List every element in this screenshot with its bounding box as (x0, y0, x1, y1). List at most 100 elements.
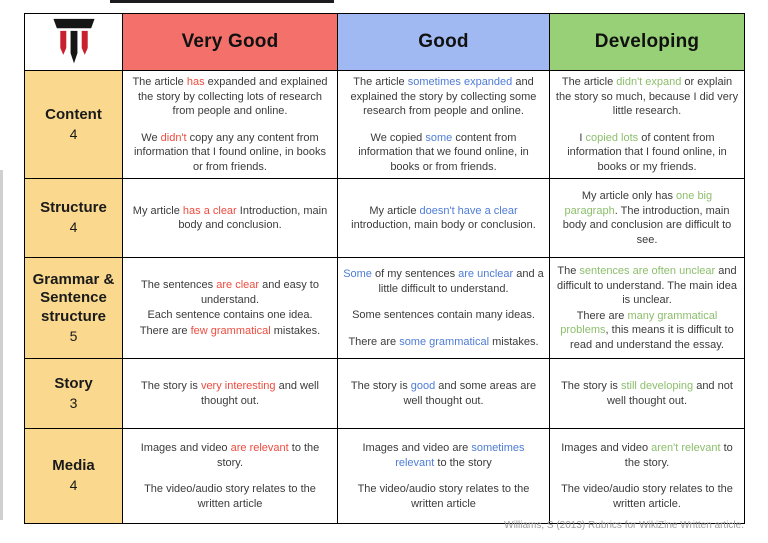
plain-text: mistakes. (270, 324, 321, 337)
highlighted-phrase: one big paragraph (564, 190, 713, 217)
highlighted-phrase: sentences are often unclear (579, 265, 716, 278)
rubric-paragraph: We didn't copy any any content from info… (128, 131, 332, 175)
highlighted-phrase: are unclear (458, 268, 514, 281)
plain-text: mistakes. (489, 335, 539, 348)
rubric-cell-0-2: The article didn't expand or explain the… (549, 69, 745, 180)
plain-text: and difficult to understand. The main id… (557, 265, 737, 307)
plain-text: of my sentences (371, 268, 459, 281)
highlighted-phrase: good (410, 380, 436, 393)
header-row: Very Good Good Developing (24, 13, 745, 71)
plain-text: My article (132, 204, 183, 217)
criterion-score: 3 (69, 394, 78, 411)
rubric-paragraph: The video/audio story relates to the wri… (128, 482, 332, 511)
plain-text: The sentences (141, 279, 217, 292)
plain-text: There are (576, 309, 628, 322)
plain-text: The video/audio story relates to the wri… (561, 483, 733, 510)
plain-text: Introduction, main body and conclusion. (178, 204, 328, 232)
plain-text: We (141, 131, 161, 144)
plain-text: or explain the story so much, because I … (555, 76, 739, 118)
rubric-row-media: Media 4 Images and video are relevant to t… (24, 428, 745, 525)
plain-text: The story is (141, 380, 201, 393)
rubric-row-content: Content 4 The article has expanded and exp… (24, 69, 745, 180)
plain-text: My article (369, 204, 420, 217)
highlighted-phrase: very interesting (200, 380, 276, 393)
plain-text: of content from information that I found… (567, 131, 727, 173)
plain-text: The article (353, 76, 408, 88)
rubric-paragraph: I copied lots of content from informatio… (555, 131, 739, 175)
highlighted-phrase: sometimes relevant (395, 442, 525, 469)
logo-cell (24, 13, 123, 71)
rubric-paragraph: Images and video are relevant to the sto… (128, 441, 332, 470)
rubric-paragraph: My article has a clear Introduction, mai… (128, 204, 332, 233)
plain-text: Images and video (140, 442, 231, 455)
rubric-cell-2-1: Some of my sentences are unclear and a l… (337, 257, 550, 360)
rubric-paragraph: The article has expanded and explained t… (128, 75, 332, 119)
rubric-row-grammar-sentence-structure: Grammar & Sentence structure 5 The sentenc… (24, 257, 745, 360)
rubric-cell-3-1: The story is good and some areas are wel… (337, 358, 550, 430)
highlighted-phrase: Some (343, 268, 372, 281)
plain-text: copy any any content from information th… (133, 131, 326, 173)
criterion-name: Media (52, 457, 95, 475)
rubric-paragraph: We copied some content from information … (343, 131, 544, 175)
rubric-cell-1-0: My article has a clear Introduction, mai… (122, 178, 338, 259)
criterion-score: 4 (69, 477, 78, 494)
rubric-paragraph: Some of my sentences are unclear and a l… (343, 267, 544, 296)
plain-text: and some areas are well thought out. (403, 380, 537, 407)
highlighted-phrase: are relevant (230, 442, 289, 455)
rubric-cell-4-1: Images and video are sometimes relevant … (337, 428, 550, 525)
rubric-paragraph: The story is good and some areas are wel… (343, 379, 544, 408)
row-header-label: Structure 4 (24, 178, 123, 259)
plain-text: expanded and explained the story by coll… (137, 76, 328, 118)
plain-text: The (557, 265, 580, 278)
plain-text: introduction, main body or conclusion. (351, 219, 536, 232)
plain-text: Some sentences contain many ideas. (352, 309, 535, 322)
rubric-cell-2-2: The sentences are often unclear and diff… (549, 257, 745, 360)
column-header-good: Good (337, 13, 550, 71)
plain-text: The article (132, 76, 187, 88)
plain-text: to the story (434, 456, 492, 469)
rubric-paragraph: There are few grammatical mistakes. (128, 324, 332, 339)
rubric-cell-4-2: Images and video aren't relevant to the … (549, 428, 745, 525)
plain-text: and easy to understand. (200, 279, 319, 306)
rubric-paragraph: The video/audio story relates to the wri… (343, 482, 544, 511)
striped-shield-logo-icon (52, 18, 95, 64)
highlighted-phrase: some (425, 131, 453, 144)
criterion-score: 4 (69, 219, 78, 236)
rubric-paragraph: The sentences are clear and easy to unde… (128, 278, 332, 307)
plain-text: and well thought out. (200, 380, 319, 407)
highlighted-phrase: copied lots (585, 131, 639, 144)
left-edge-shadow (0, 170, 3, 520)
plain-text: content from information that we found o… (358, 131, 529, 173)
rubric-paragraph: My article only has one big paragraph. T… (555, 189, 739, 247)
plain-text: and a little difficult to understand. (378, 268, 544, 295)
citation-text: Williams, S (2013) Rubrics for WikiZine … (504, 520, 744, 531)
rubric-paragraph: The story is still developing and not we… (555, 379, 739, 408)
column-header-very-good: Very Good (122, 13, 338, 71)
highlighted-phrase: has a clear (182, 204, 237, 217)
rubric-paragraph: The article sometimes expanded and expla… (343, 75, 544, 119)
plain-text: to the story. (624, 442, 733, 469)
plain-text: The video/audio story relates to the wri… (357, 483, 530, 510)
criterion-name: Grammar & Sentence structure (32, 270, 115, 326)
plain-text: , this means it is difficult to read and… (570, 324, 734, 351)
row-header-label: Content 4 (24, 69, 123, 180)
plain-text: . The introduction, main body and conclu… (562, 204, 732, 246)
plain-text: My article only has (581, 190, 677, 203)
rubric-cell-1-1: My article doesn't have a clear introduc… (337, 178, 550, 259)
plain-text: Each sentence contains one idea. (147, 309, 313, 322)
plain-text: Images and video (561, 442, 652, 455)
rubric-paragraph: There are some grammatical mistakes. (343, 335, 544, 350)
rubric-cell-1-2: My article only has one big paragraph. T… (549, 178, 745, 259)
criterion-name: Structure (40, 199, 107, 217)
row-header-label: Grammar & Sentence structure 5 (24, 257, 123, 360)
rubric-row-structure: Structure 4 My article has a clear Introdu… (24, 178, 745, 259)
highlighted-phrase: some grammatical (399, 335, 490, 348)
plain-text: We copied (370, 131, 426, 144)
highlighted-phrase: didn't (160, 131, 187, 144)
plain-text: I (579, 131, 586, 144)
plain-text: The article (561, 76, 617, 88)
highlighted-phrase: has (186, 76, 205, 88)
rubric-paragraph: The story is very interesting and well t… (128, 379, 332, 408)
row-header-label: Media 4 (24, 428, 123, 525)
row-header-label: Story 3 (24, 358, 123, 430)
